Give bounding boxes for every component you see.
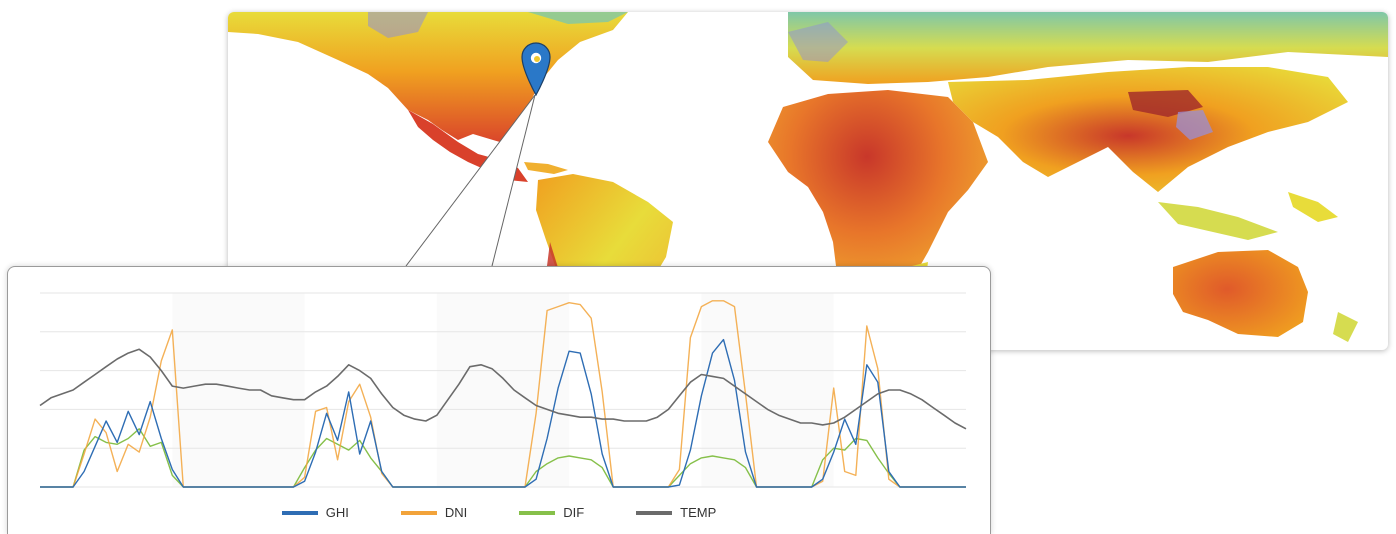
legend-label: GHI [325, 505, 349, 520]
legend-label: DIF [563, 505, 585, 520]
legend-item-temp[interactable]: TEMP [636, 505, 716, 520]
legend-item-dni[interactable]: DNI [400, 505, 468, 520]
legend-swatch [400, 510, 437, 515]
day-band [569, 293, 702, 487]
solar-irradiance-line-chart [39, 292, 967, 488]
series-line-ghi [40, 338, 966, 488]
legend-label: TEMP [680, 505, 717, 520]
chart-legend: GHI DNI DIF TEMP [8, 505, 990, 520]
day-band [40, 293, 173, 487]
day-band [304, 293, 437, 487]
legend-swatch [519, 510, 556, 515]
solar-data-chart-panel: GHI DNI DIF TEMP [7, 266, 991, 534]
location-pin-icon[interactable] [521, 40, 551, 101]
legend-item-ghi[interactable]: GHI [281, 505, 349, 520]
series-line-temp [39, 348, 967, 430]
legend-swatch [281, 510, 318, 515]
legend-swatch [636, 510, 673, 515]
plot-area [40, 293, 966, 487]
legend-item-dif[interactable]: DIF [519, 505, 584, 520]
legend-label: DNI [444, 505, 468, 520]
